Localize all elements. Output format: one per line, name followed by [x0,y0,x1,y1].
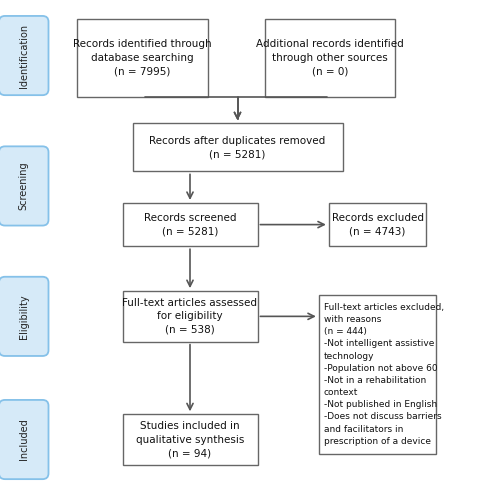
Text: Eligibility: Eligibility [19,294,29,339]
Text: Studies included in
qualitative synthesis
(n = 94): Studies included in qualitative synthesi… [136,421,244,458]
Text: Records screened
(n = 5281): Records screened (n = 5281) [144,213,236,236]
Text: Identification: Identification [19,24,29,87]
FancyBboxPatch shape [0,400,48,479]
Text: Records excluded
(n = 4743): Records excluded (n = 4743) [332,213,424,236]
Text: Records after duplicates removed
(n = 5281): Records after duplicates removed (n = 52… [150,136,326,159]
FancyBboxPatch shape [122,414,258,465]
Text: Included: Included [19,419,29,460]
FancyBboxPatch shape [0,277,48,356]
Text: Records identified through
database searching
(n = 7995): Records identified through database sear… [73,39,212,77]
FancyBboxPatch shape [319,295,436,454]
FancyBboxPatch shape [0,16,48,95]
FancyBboxPatch shape [122,203,258,246]
FancyBboxPatch shape [132,123,342,171]
FancyBboxPatch shape [122,291,258,342]
Text: Full-text articles assessed
for eligibility
(n = 538): Full-text articles assessed for eligibil… [122,298,258,335]
FancyBboxPatch shape [78,19,208,97]
Text: Screening: Screening [19,162,29,210]
FancyBboxPatch shape [0,146,48,226]
Text: Additional records identified
through other sources
(n = 0): Additional records identified through ot… [256,39,404,77]
FancyBboxPatch shape [265,19,395,97]
FancyBboxPatch shape [329,203,426,246]
Text: Full-text articles excluded,
with reasons
(n = 444)
-Not intelligent assistive
t: Full-text articles excluded, with reason… [324,303,444,446]
